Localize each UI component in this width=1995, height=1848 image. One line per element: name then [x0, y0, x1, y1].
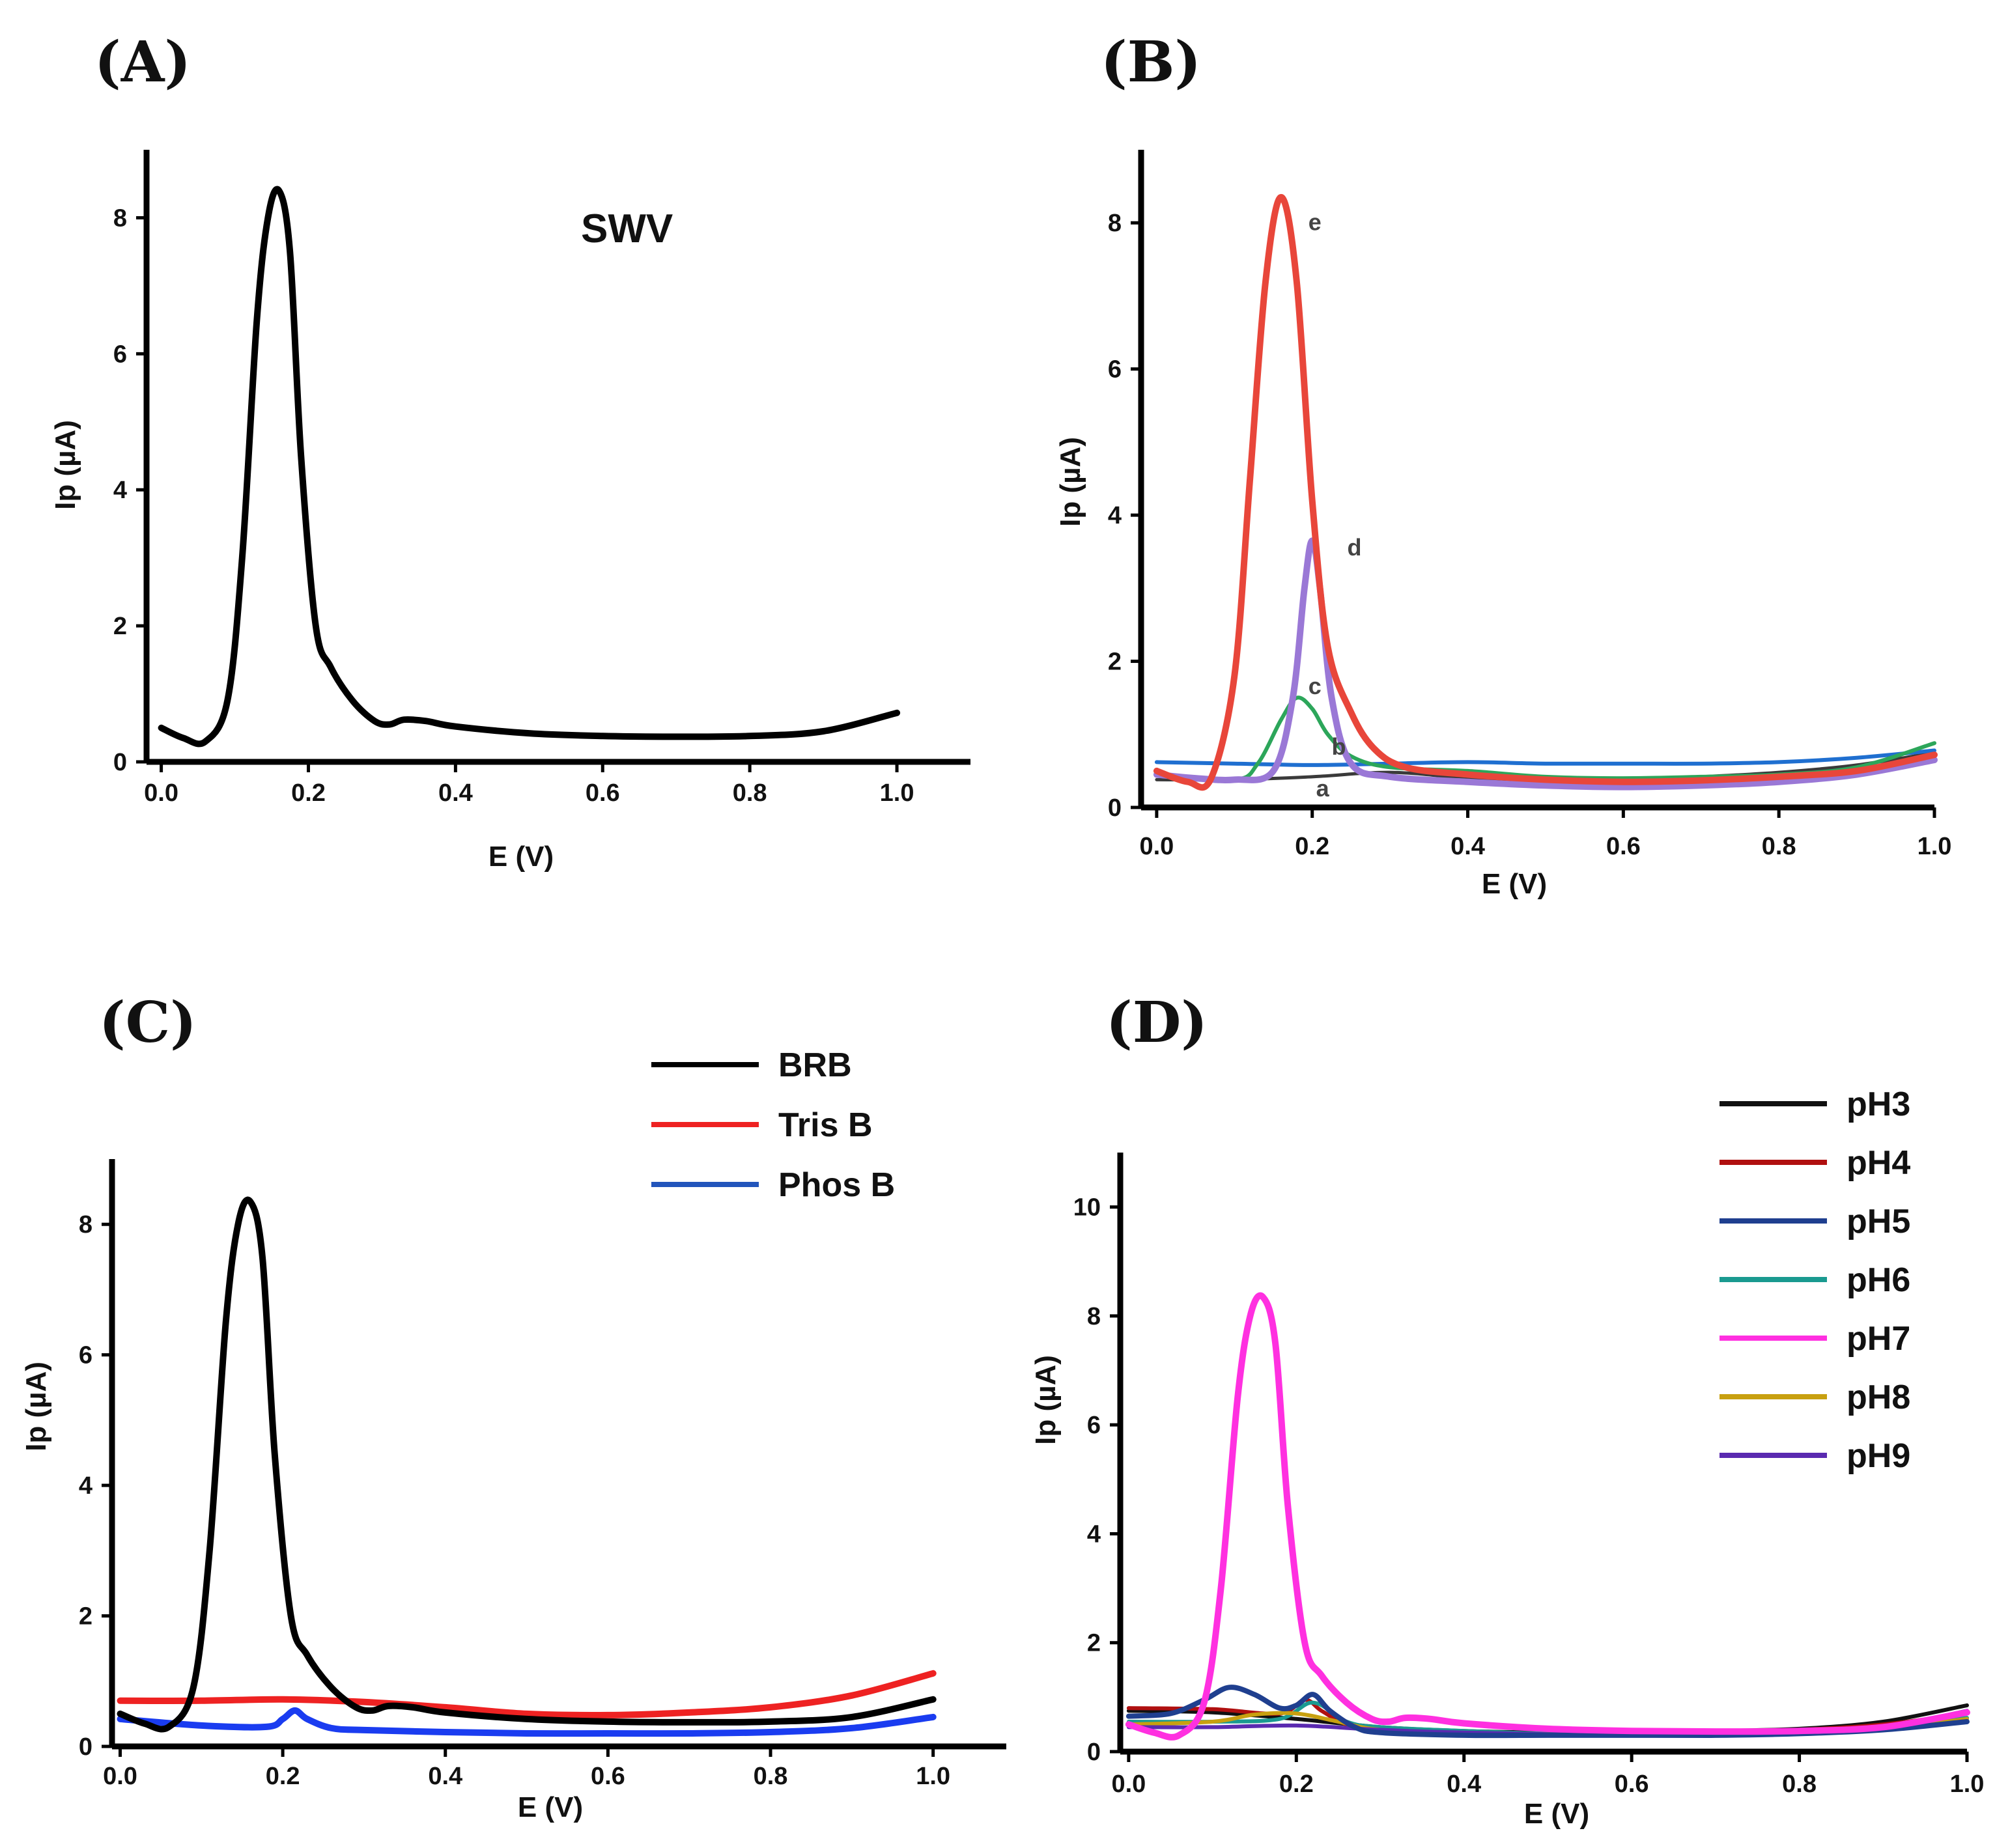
panel-b-x-tick-label: 0.2	[1295, 833, 1329, 860]
panel-d-y-tick-label: 10	[1073, 1194, 1101, 1222]
panel-a-series-swv	[158, 186, 901, 748]
panel-d-x-tick-label: 0.2	[1279, 1771, 1314, 1798]
panel-a-y-axis-title: Ip (µA)	[50, 420, 81, 510]
panel-a-x-tick-label: 0.2	[291, 779, 326, 807]
panel-d-chart: (D) E (V) Ip (µA) pH3pH4pH5pH6pH7pH8pH9 …	[1030, 990, 1984, 1830]
panel-c-label: (C)	[99, 990, 197, 1056]
panel-b-y-tick-label: 8	[1108, 210, 1122, 237]
panel-a-y-tick-label: 4	[113, 477, 127, 504]
panel-d-legend-label: pH4	[1846, 1144, 1910, 1182]
panel-a-y-tick-label: 2	[113, 613, 127, 640]
panel-b-y-axis-title: Ip (µA)	[1054, 437, 1086, 527]
panel-b-curve-label-c: c	[1309, 673, 1322, 699]
panel-d-legend-label: pH5	[1846, 1203, 1910, 1240]
panel-b-y-tick-label: 2	[1108, 649, 1122, 676]
panel-d-x-tick-label: 1.0	[1950, 1771, 1985, 1798]
panel-b-y-tick-label: 4	[1108, 502, 1122, 529]
panel-d-legend-label: pH9	[1846, 1437, 1910, 1475]
panel-d-legend-label: pH7	[1846, 1320, 1910, 1358]
panel-d-legend-label: pH3	[1846, 1085, 1910, 1123]
panel-a-label: (A)	[94, 29, 191, 95]
panel-c-y-tick-label: 0	[79, 1733, 92, 1761]
panel-b-y-tick-label: 0	[1108, 794, 1122, 822]
panel-b-x-tick-label: 0.0	[1139, 833, 1174, 860]
panel-c-y-tick-label: 4	[79, 1472, 92, 1500]
panel-d-x-tick-label: 0.6	[1615, 1771, 1649, 1798]
panel-b-x-tick-label: 0.8	[1762, 833, 1796, 860]
panel-a-x-tick-label: 0.0	[144, 779, 178, 807]
panel-b-x-tick-label: 0.6	[1606, 833, 1641, 860]
panel-a-annotation: SWV	[581, 206, 673, 251]
panel-a-x-tick-label: 1.0	[880, 779, 914, 807]
panel-b-series-e	[1153, 193, 1938, 791]
panel-c-x-tick-label: 1.0	[916, 1763, 950, 1790]
panel-a-x-tick-label: 0.8	[733, 779, 767, 807]
panel-c-series-brb	[117, 1196, 937, 1733]
panel-b-series-b	[1154, 748, 1936, 767]
panel-b-x-axis-title: E (V)	[1482, 868, 1547, 900]
panel-c-series-tris-b	[117, 1670, 937, 1718]
panel-c-legend-label: Tris B	[778, 1106, 873, 1144]
panel-a-y-tick-label: 8	[113, 204, 127, 232]
panel-d-y-axis-title: Ip (µA)	[1030, 1355, 1062, 1445]
panel-d-x-axis-title: E (V)	[1524, 1798, 1589, 1830]
panel-b-curve-label-a: a	[1316, 775, 1330, 802]
panel-a-y-tick-label: 6	[113, 341, 127, 368]
panel-c-y-tick-label: 2	[79, 1603, 92, 1631]
panel-b-x-tick-label: 1.0	[1917, 833, 1952, 860]
panel-c-x-tick-label: 0.4	[428, 1763, 462, 1790]
panel-b-curve-label-b: b	[1332, 733, 1346, 760]
panel-b-curve-label-d: d	[1347, 534, 1361, 561]
panel-b-chart: (B) E (V) Ip (µA) 0.0 0.2 0.4 0.6 0.8 1.0 0 2 4 6…	[1054, 29, 1951, 900]
panel-d-y-tick-label: 6	[1087, 1412, 1101, 1439]
panel-c-y-axis-title: Ip (µA)	[20, 1362, 52, 1451]
panel-b-series-d	[1153, 537, 1938, 791]
panel-b-y-tick-label: 6	[1108, 356, 1122, 384]
panel-d-y-tick-label: 8	[1087, 1303, 1101, 1330]
panel-d-series-ph7	[1125, 1292, 1970, 1741]
panel-a-y-tick-label: 0	[113, 749, 127, 776]
panel-b-x-tick-label: 0.4	[1450, 833, 1485, 860]
panel-d-x-tick-label: 0.4	[1447, 1771, 1481, 1798]
panel-c-x-tick-label: 0.2	[266, 1763, 300, 1790]
panel-d-label: (D)	[1106, 990, 1208, 1056]
panel-b-curve-label-e: e	[1309, 208, 1322, 235]
panel-d-x-tick-label: 0.0	[1111, 1771, 1146, 1798]
panel-c-x-tick-label: 0.8	[754, 1763, 788, 1790]
panel-a-chart: (A) SWV E (V) Ip (µA) 0.0 0.2 0.4 0.6 0.8 1.0…	[50, 29, 970, 873]
panel-c-legend-label: Phos B	[778, 1166, 895, 1204]
panel-a-x-axis-title: E (V)	[488, 841, 554, 873]
panel-d-x-tick-label: 0.8	[1782, 1771, 1817, 1798]
panel-a-x-tick-label: 0.6	[586, 779, 620, 807]
panel-d-y-tick-label: 2	[1087, 1630, 1101, 1657]
panel-c-chart: (C) E (V) Ip (µA) BRB Tris B Phos B 0.0 0.2…	[20, 990, 1006, 1823]
panel-c-y-tick-label: 6	[79, 1342, 92, 1369]
panel-c-x-axis-title: E (V)	[518, 1791, 583, 1823]
panel-d-y-tick-label: 4	[1087, 1520, 1101, 1548]
panel-d-y-tick-label: 0	[1087, 1739, 1101, 1766]
panel-b-label: (B)	[1101, 29, 1201, 95]
panel-c-legend-label: BRB	[778, 1046, 852, 1084]
panel-c-y-tick-label: 8	[79, 1211, 92, 1239]
panel-a-x-tick-label: 0.4	[438, 779, 473, 807]
panel-c-x-tick-label: 0.0	[103, 1763, 137, 1790]
panel-c-x-tick-label: 0.6	[591, 1763, 625, 1790]
panel-d-legend-label: pH8	[1846, 1379, 1910, 1416]
panel-d-legend-label: pH6	[1846, 1261, 1910, 1299]
panel-c-series-phos-b	[117, 1707, 937, 1737]
